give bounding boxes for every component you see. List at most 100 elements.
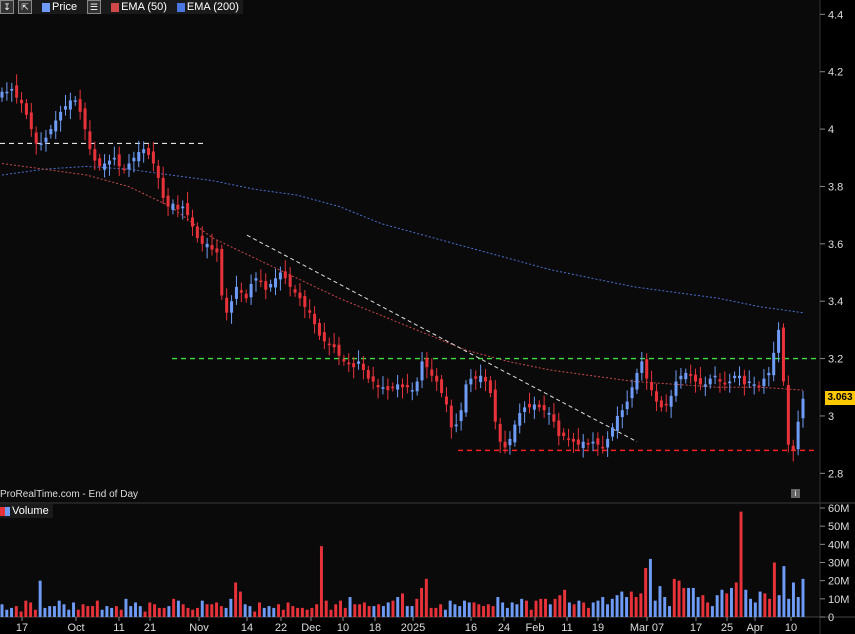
legend-ema200: EMA (200): [176, 1, 239, 13]
candle-body: [454, 424, 458, 427]
volume-bar: [472, 602, 476, 617]
volume-bar: [162, 607, 166, 617]
price-y-tick-label: 2.8: [828, 468, 843, 480]
candle-body: [796, 421, 800, 450]
candle-body: [244, 293, 248, 299]
candle-body: [542, 405, 546, 411]
candle-body: [317, 323, 321, 336]
volume-bar: [582, 602, 586, 617]
candle-body: [425, 357, 429, 368]
candle-body: [733, 375, 737, 379]
candle-body: [269, 283, 273, 288]
volume-bar: [86, 606, 90, 617]
x-tick-label: 10: [337, 622, 349, 634]
x-tick-label: Dec: [301, 622, 321, 634]
volume-bar: [644, 567, 648, 617]
candle-body: [264, 281, 268, 290]
candle-body: [684, 372, 688, 380]
candle-body: [474, 376, 478, 379]
candle-body: [112, 157, 116, 160]
candle-body: [200, 235, 204, 244]
candle-body: [357, 361, 361, 364]
price-panel-header: ↧ ⇱ Price ☰ EMA (50) EMA (200): [0, 0, 243, 14]
volume-bar: [105, 606, 109, 617]
x-tick-label: 17: [16, 622, 28, 634]
collapse-icon[interactable]: ↧: [0, 0, 14, 14]
candle-body: [371, 376, 375, 382]
ema200-label: EMA (200): [186, 1, 239, 13]
volume-bar: [396, 597, 400, 617]
volume-bar: [401, 593, 404, 617]
volume-bar: [677, 580, 681, 617]
candle-body: [435, 375, 439, 382]
volume-y-tick-label: 0: [828, 612, 834, 624]
volume-bar: [367, 606, 371, 617]
candle-body: [659, 400, 663, 408]
ema200-line: [1, 165, 804, 314]
candle-body: [117, 154, 121, 167]
volume-bar: [200, 600, 204, 617]
expand-icon[interactable]: ⇱: [18, 0, 32, 14]
x-tick-label: Apr: [746, 622, 763, 634]
volume-bar: [601, 597, 605, 617]
candle-body: [532, 404, 536, 410]
volume-bar: [501, 602, 505, 617]
volume-bar: [19, 611, 23, 617]
volume-bar: [148, 602, 152, 617]
volume-bar: [143, 611, 147, 617]
volume-bar: [339, 600, 342, 617]
volume-bar: [768, 598, 772, 617]
volume-bar: [505, 607, 509, 617]
candle-body: [469, 378, 473, 385]
candle-body: [562, 432, 566, 437]
candle-body: [430, 369, 434, 376]
candle-body: [400, 384, 405, 388]
candle-body: [210, 244, 214, 250]
info-icon[interactable]: i: [791, 489, 800, 498]
volume-bar: [672, 578, 676, 617]
candle-body: [762, 378, 766, 387]
candle-body: [650, 382, 654, 391]
volume-bar: [14, 606, 18, 617]
volume-bar: [81, 604, 85, 617]
candle-body: [176, 204, 180, 210]
volume-bar: [696, 597, 700, 617]
candle-body: [103, 163, 107, 170]
volume-y-tick-label: 30M: [828, 558, 849, 570]
volume-bar: [730, 587, 733, 617]
volume-bar: [534, 600, 538, 617]
candle-body: [420, 361, 424, 381]
candle-body: [132, 157, 136, 162]
candle-body: [34, 132, 38, 144]
volume-bar: [620, 591, 624, 617]
candle-body: [88, 131, 92, 150]
candle-body: [440, 379, 444, 393]
x-tick-label: Mar 07: [630, 622, 664, 634]
volume-bar: [453, 604, 457, 617]
volume-bar: [29, 602, 33, 617]
candle-body: [44, 137, 48, 143]
candle-body: [479, 375, 483, 383]
candle-icon[interactable]: ☰: [87, 0, 102, 14]
ema50-label: EMA (50): [121, 1, 167, 13]
x-tick-label: 21: [144, 622, 156, 634]
volume-bar: [76, 609, 80, 617]
volume-bar: [176, 600, 180, 617]
volume-bar: [334, 604, 338, 617]
candle-body: [713, 375, 717, 378]
legend-ema50: EMA (50): [111, 1, 167, 13]
candle-body: [630, 387, 634, 399]
candle-body: [615, 415, 619, 431]
volume-bar: [0, 604, 4, 617]
volume-bar: [558, 595, 562, 617]
volume-bar: [591, 602, 595, 617]
candle-body: [313, 313, 317, 325]
volume-bar: [467, 602, 471, 617]
x-tick-label: 16: [465, 622, 477, 634]
volume-bar: [739, 511, 743, 617]
candle-body: [518, 413, 522, 426]
candle-body: [273, 278, 278, 288]
volume-bar: [424, 578, 428, 617]
candle-body: [640, 361, 644, 373]
volume-bar: [563, 589, 567, 617]
